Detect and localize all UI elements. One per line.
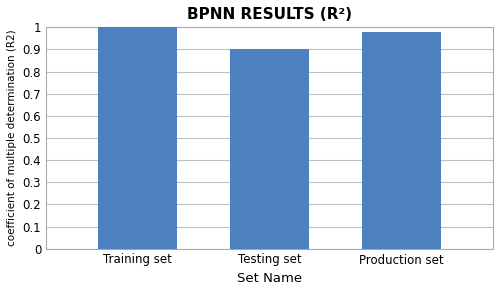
- Y-axis label: coefficient of multiple determination (R2): coefficient of multiple determination (R…: [7, 30, 17, 246]
- Title: BPNN RESULTS (R²): BPNN RESULTS (R²): [187, 7, 352, 22]
- X-axis label: Set Name: Set Name: [237, 272, 302, 285]
- Bar: [98, 27, 177, 249]
- Bar: [230, 49, 309, 249]
- Bar: [362, 32, 442, 249]
